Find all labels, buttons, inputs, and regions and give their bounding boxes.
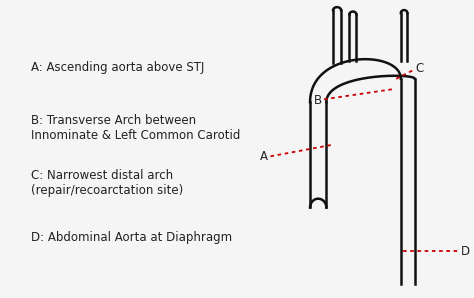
Text: D: Abdominal Aorta at Diaphragm: D: Abdominal Aorta at Diaphragm <box>31 231 232 244</box>
Text: A: Ascending aorta above STJ: A: Ascending aorta above STJ <box>31 61 204 74</box>
Text: B: Transverse Arch between
Innominate & Left Common Carotid: B: Transverse Arch between Innominate & … <box>31 114 240 142</box>
Text: A: A <box>260 150 268 163</box>
Text: C: C <box>416 62 424 75</box>
Text: B: B <box>314 94 322 107</box>
Text: C: Narrowest distal arch
(repair/recoarctation site): C: Narrowest distal arch (repair/recoarc… <box>31 170 183 198</box>
Text: D: D <box>460 245 470 258</box>
